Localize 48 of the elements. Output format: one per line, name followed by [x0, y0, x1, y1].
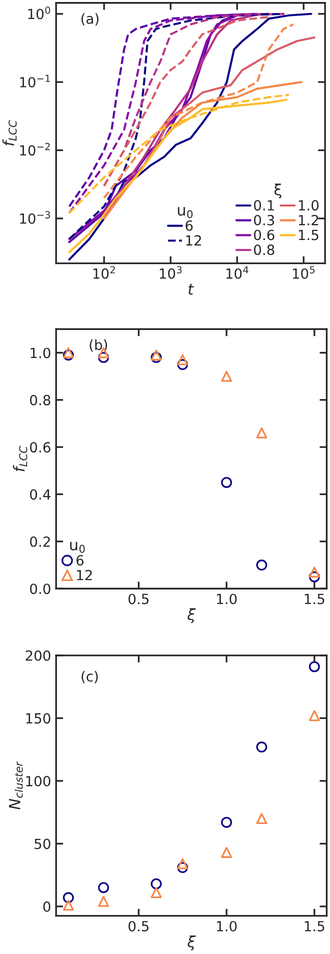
y-axis-title: f$_{LCC}$	[2, 120, 17, 146]
legend-label: 0.3	[254, 214, 274, 226]
x-tick-label: 1.5	[304, 594, 324, 604]
y-axis-title: f$_{LCC}$	[12, 446, 28, 472]
y-tick-label: 10$^{−2}$	[20, 142, 50, 156]
x-tick-label: 10$^{2}$	[93, 266, 115, 279]
x-axis-title: ξ	[188, 608, 196, 624]
legend-label: 0.8	[254, 244, 274, 256]
annotation: 6	[186, 220, 193, 231]
annotation: (c)	[82, 670, 98, 684]
annotation: u$_{0}$	[178, 206, 193, 218]
legend-label: 12	[77, 570, 92, 580]
x-tick-label: 10$^{4}$	[226, 266, 248, 279]
y-tick-label: 0.0	[30, 584, 50, 594]
y-tick-label: 100	[26, 776, 50, 786]
x-tick-label: 0.5	[128, 920, 149, 932]
y-tick-label: 0.2	[30, 536, 50, 547]
y-tick-label: 10$^{−3}$	[20, 211, 50, 224]
legend-label: 1.0	[298, 200, 319, 211]
legend-label: 0.1	[254, 200, 274, 211]
legend-label: 0.6	[254, 230, 274, 240]
y-tick-label: 50	[34, 838, 50, 850]
legend-label: 1.5	[298, 230, 318, 240]
legend-title: u$_{0}$	[70, 542, 85, 553]
x-tick-label: 10$^{5}$	[292, 266, 315, 279]
y-tick-label: 10$^{0}$	[28, 6, 50, 20]
y-tick-label: 150	[26, 713, 50, 724]
x-tick-label: 1.0	[217, 594, 237, 604]
x-tick-label: 1.5	[304, 921, 324, 932]
y-tick-label: 0.6	[30, 442, 50, 453]
x-tick-label: 1.0	[217, 920, 237, 932]
y-tick-label: 200	[26, 650, 50, 661]
y-axis-title: N$_{cluster}$	[9, 761, 23, 810]
y-tick-label: 1.0	[30, 348, 50, 358]
x-axis-title: t	[188, 284, 194, 295]
y-tick-label: 0.4	[30, 489, 50, 500]
x-tick-label: 10$^{3}$	[160, 266, 182, 279]
annotation: 12	[186, 235, 201, 246]
annotation: (a)	[82, 13, 98, 26]
annotation: (b)	[90, 339, 108, 352]
y-tick-label: 0	[43, 901, 50, 912]
y-tick-label: 0.8	[30, 394, 50, 406]
legend-label: 6	[76, 555, 84, 566]
legend-label: 1.2	[298, 214, 318, 226]
x-axis-title: ξ	[188, 936, 196, 950]
legend-title: ξ	[274, 184, 282, 198]
y-tick-label: 10$^{−1}$	[20, 74, 50, 88]
x-tick-label: 0.5	[128, 594, 149, 604]
